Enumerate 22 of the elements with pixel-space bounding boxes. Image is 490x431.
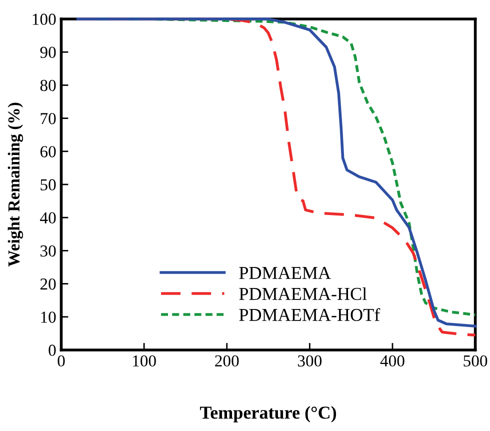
legend-label: PDMAEMA-HOTf — [239, 308, 380, 322]
y-tick-label: 20 — [40, 278, 56, 290]
x-tick-label: 0 — [58, 355, 65, 367]
x-tick-label: 300 — [298, 355, 322, 367]
x-tick-label: 400 — [380, 355, 404, 367]
y-tick-label: 90 — [40, 46, 56, 58]
y-tick-label: 60 — [40, 146, 56, 158]
y-tick-label: 30 — [40, 245, 56, 257]
legend-label: PDMAEMA-HCl — [239, 287, 367, 300]
y-tick-label: 70 — [40, 112, 56, 124]
y-tick-label: 40 — [40, 212, 56, 224]
x-tick-label: 100 — [133, 355, 156, 367]
y-tick-label: 80 — [40, 80, 56, 92]
x-tick-label: 200 — [215, 355, 239, 367]
y-tick-label: 0 — [48, 344, 56, 356]
y-axis-title: Weight Remaining (%) — [8, 102, 24, 267]
y-tick-label: 50 — [40, 179, 56, 190]
y-tick-label: 10 — [41, 312, 56, 323]
y-tick-label: 100 — [32, 14, 56, 25]
x-tick-label: 500 — [464, 355, 488, 367]
x-axis-title: Temperature (°C) — [200, 406, 336, 422]
legend-label: PDMAEMA — [239, 266, 331, 279]
